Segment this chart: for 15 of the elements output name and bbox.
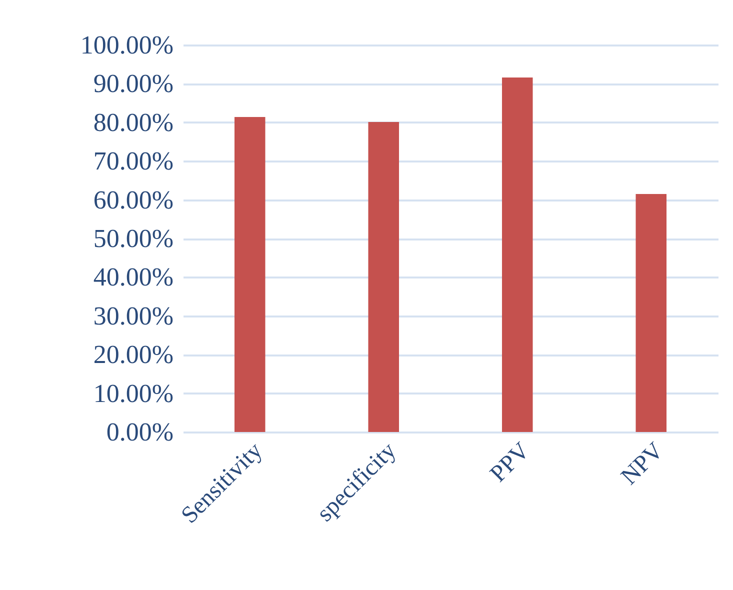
- y-tick-label: 10.00%: [93, 378, 174, 408]
- y-tick-label: 50.00%: [93, 224, 174, 253]
- y-tick-label: 100.00%: [80, 30, 174, 60]
- y-tick-label: 0.00%: [106, 418, 174, 446]
- y-tick-label: 60.00%: [93, 185, 174, 214]
- y-tick-label: 30.00%: [93, 301, 174, 330]
- bar: [368, 122, 400, 432]
- y-tick-label: 70.00%: [93, 146, 174, 176]
- bar: [636, 194, 667, 432]
- y-tick-label: 80.00%: [93, 108, 174, 137]
- y-tick-label: 40.00%: [93, 262, 174, 292]
- y-tick-label: 90.00%: [93, 69, 174, 98]
- y-tick-label: 20.00%: [93, 340, 174, 370]
- bar: [234, 116, 266, 432]
- bar: [502, 78, 533, 432]
